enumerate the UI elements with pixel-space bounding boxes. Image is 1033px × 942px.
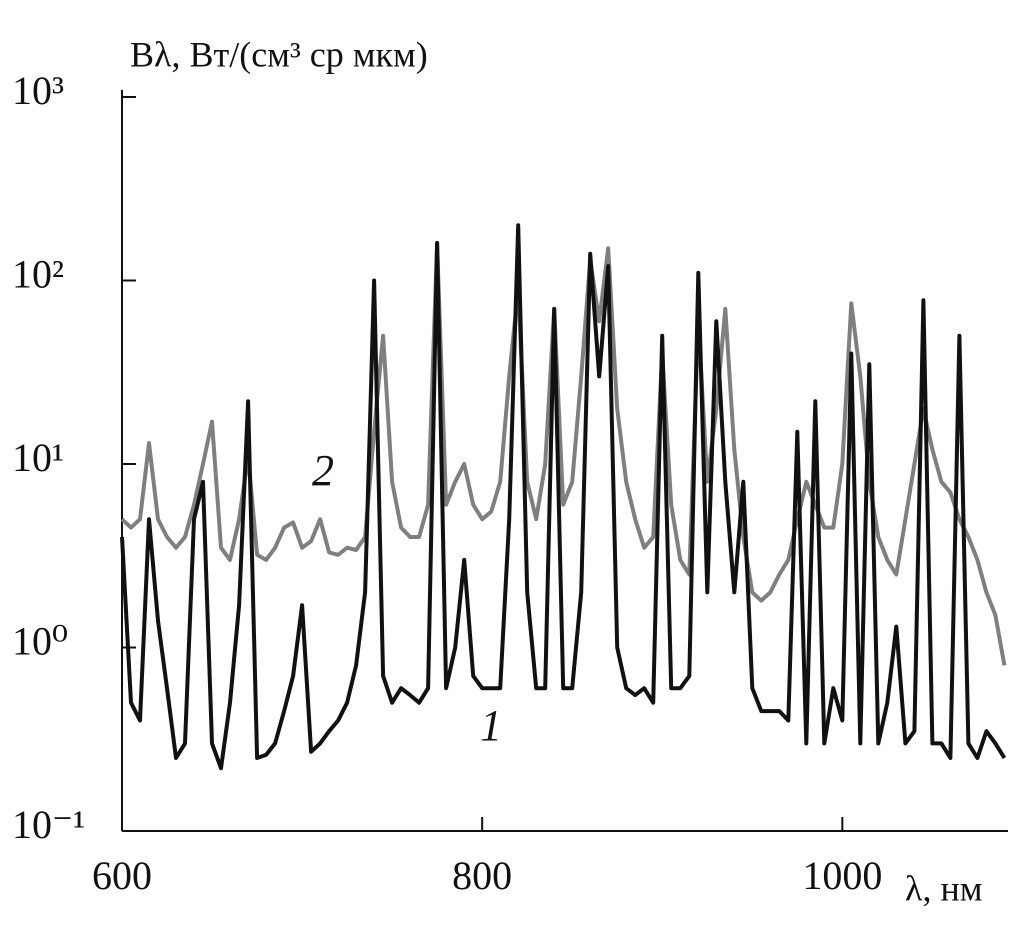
series-label: 1 <box>480 701 502 750</box>
y-tick-label: 10⁰ <box>12 619 68 664</box>
y-tick-label: 10⁻¹ <box>12 802 85 847</box>
series-label: 2 <box>312 446 334 495</box>
x-tick-label: 600 <box>92 853 152 898</box>
x-axis-title: λ, нм <box>905 868 983 908</box>
y-tick-label: 10³ <box>12 68 64 113</box>
y-tick-label: 10² <box>12 252 64 297</box>
x-tick-label: 1000 <box>802 853 882 898</box>
y-axis-title: Bλ, Вт/(см³ ср мкм) <box>130 34 428 74</box>
y-tick-label: 10¹ <box>12 435 64 480</box>
series-line <box>120 223 1007 771</box>
series-line <box>120 241 1007 666</box>
x-tick-label: 800 <box>452 853 512 898</box>
